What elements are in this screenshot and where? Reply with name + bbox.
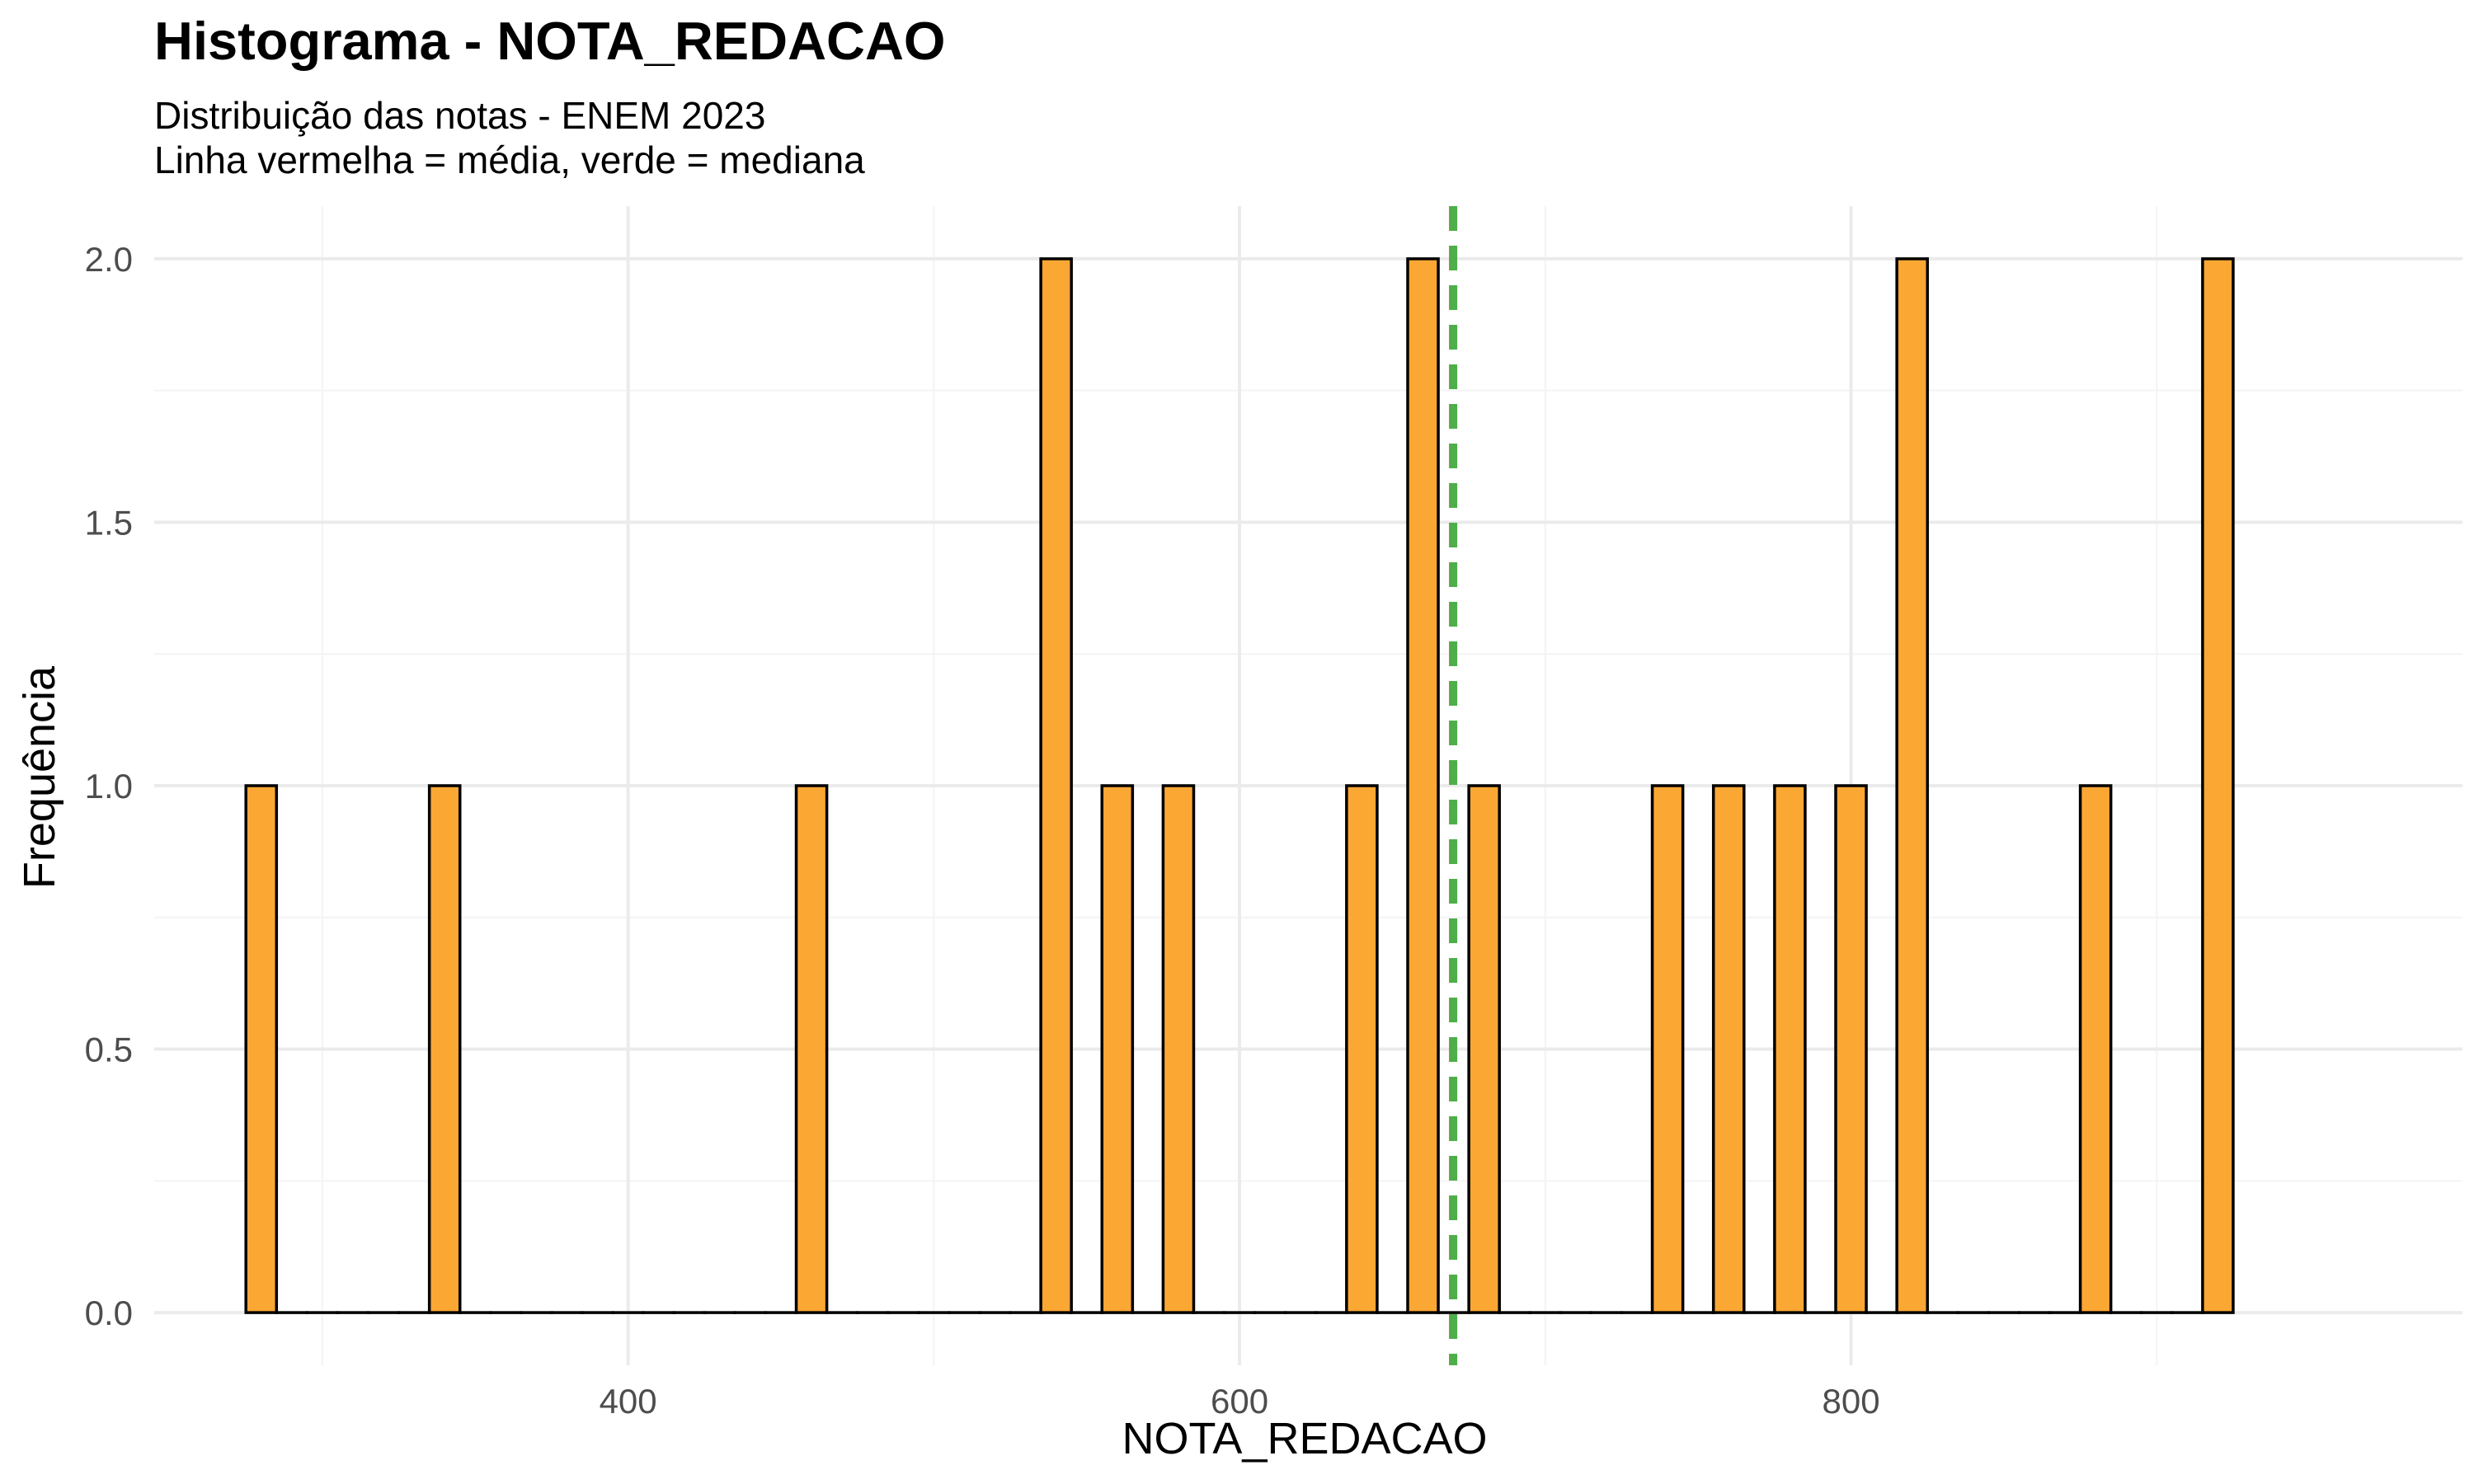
histogram-bar	[1100, 784, 1135, 1314]
chart-subtitle-line-2: Linha vermelha = média, verde = mediana	[154, 139, 865, 181]
y-tick-label: 2.0	[85, 240, 133, 279]
reference-lines	[1449, 206, 1458, 1365]
x-tick-label: 600	[1211, 1382, 1268, 1421]
histogram-bar	[1773, 784, 1807, 1314]
chart-subtitle-line-1: Distribuição das notas - ENEM 2023	[154, 94, 765, 137]
y-axis-title: Frequência	[15, 665, 64, 889]
histogram-bar	[2201, 257, 2235, 1314]
chart-title: Histograma - NOTA_REDACAO	[154, 11, 945, 71]
histogram-bar	[1345, 784, 1379, 1314]
histogram-bar	[1161, 784, 1196, 1314]
histogram-bar	[1895, 257, 1929, 1314]
histogram-bar	[1467, 784, 1501, 1314]
histogram-bar	[1406, 257, 1440, 1314]
x-tick-label: 400	[600, 1382, 657, 1421]
major-gridlines	[154, 206, 2462, 1365]
histogram-bar	[1834, 784, 1868, 1314]
y-tick-label: 0.0	[85, 1294, 133, 1332]
x-tick-label: 800	[1823, 1382, 1880, 1421]
histogram-bar	[244, 784, 279, 1314]
y-axis-tick-labels: 0.0 0.5 1.0 1.5 2.0	[85, 240, 133, 1332]
y-tick-label: 1.0	[85, 767, 133, 805]
histogram-bar	[2078, 784, 2113, 1314]
histogram-bar	[794, 784, 829, 1314]
y-tick-label: 1.5	[85, 503, 133, 542]
histogram-bar	[427, 784, 462, 1314]
histogram-bar	[1039, 257, 1073, 1314]
y-tick-label: 0.5	[85, 1031, 133, 1069]
histogram-bars	[244, 257, 2235, 1314]
x-axis-tick-labels: 400 600 800	[600, 1382, 1880, 1421]
histogram-bar	[1650, 784, 1685, 1314]
x-axis-title: NOTA_REDACAO	[1122, 1414, 1487, 1463]
minor-gridlines	[154, 206, 2462, 1365]
histogram-bar	[1711, 784, 1746, 1314]
